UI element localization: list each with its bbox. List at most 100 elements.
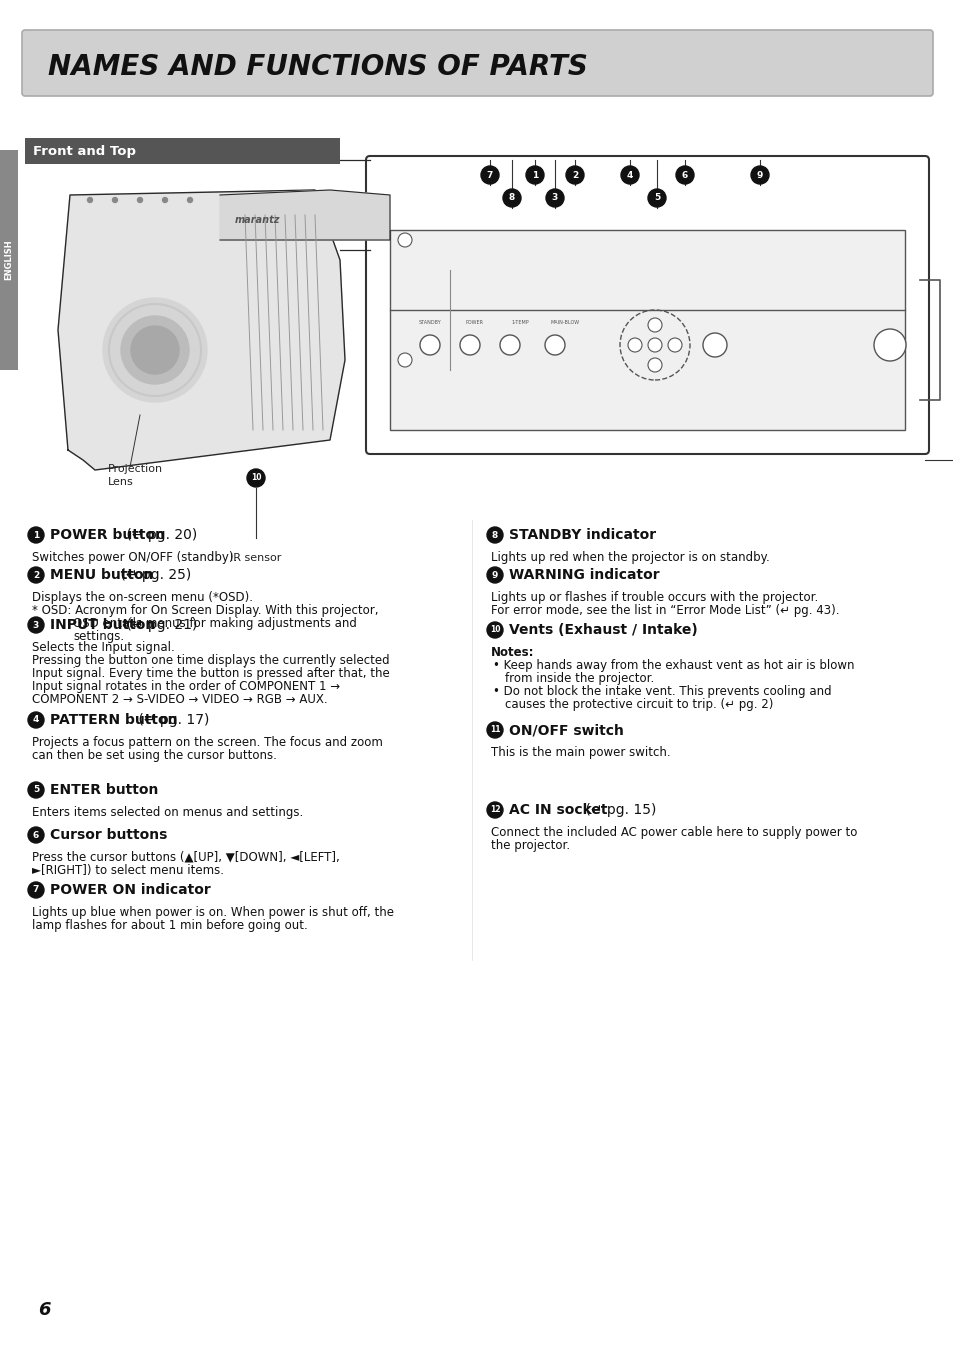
- Circle shape: [28, 827, 44, 843]
- Text: the projector.: the projector.: [491, 839, 570, 852]
- Text: 5: 5: [653, 193, 659, 203]
- Circle shape: [137, 197, 142, 203]
- Text: WARNING indicator: WARNING indicator: [509, 567, 659, 582]
- Text: Front and Top: Front and Top: [33, 146, 136, 158]
- Circle shape: [702, 332, 726, 357]
- Circle shape: [28, 712, 44, 728]
- Text: 6: 6: [32, 831, 39, 839]
- Text: POWER: POWER: [465, 320, 483, 326]
- Text: POWER ON indicator: POWER ON indicator: [50, 884, 211, 897]
- Text: STANDBY indicator: STANDBY indicator: [509, 528, 656, 542]
- Text: ENTER button: ENTER button: [50, 784, 158, 797]
- Circle shape: [545, 189, 563, 207]
- Circle shape: [647, 317, 661, 332]
- Text: COMPONENT 2 → S-VIDEO → VIDEO → RGB → AUX.: COMPONENT 2 → S-VIDEO → VIDEO → RGB → AU…: [32, 693, 327, 707]
- Text: ►[RIGHT]) to select menu items.: ►[RIGHT]) to select menu items.: [32, 865, 224, 877]
- Circle shape: [28, 617, 44, 634]
- Text: POWER button: POWER button: [50, 528, 165, 542]
- Circle shape: [162, 197, 168, 203]
- Text: 10: 10: [489, 626, 499, 635]
- Circle shape: [525, 166, 543, 184]
- Circle shape: [486, 567, 502, 584]
- Text: 4: 4: [32, 716, 39, 724]
- Circle shape: [499, 335, 519, 355]
- Circle shape: [88, 197, 92, 203]
- Text: • Keep hands away from the exhaust vent as hot air is blown: • Keep hands away from the exhaust vent …: [493, 659, 854, 671]
- Text: 9: 9: [756, 170, 762, 180]
- Circle shape: [397, 232, 412, 247]
- Text: 6: 6: [681, 170, 687, 180]
- Text: STANDBY: STANDBY: [418, 320, 441, 326]
- Text: 4: 4: [626, 170, 633, 180]
- Circle shape: [112, 197, 117, 203]
- Circle shape: [627, 338, 641, 353]
- Text: 3: 3: [551, 193, 558, 203]
- Circle shape: [247, 469, 265, 486]
- Circle shape: [544, 335, 564, 355]
- Bar: [390, 230, 904, 430]
- Text: (↵ pg. 25): (↵ pg. 25): [116, 567, 191, 582]
- Text: MAIN-BLOW: MAIN-BLOW: [550, 320, 579, 326]
- Circle shape: [486, 527, 502, 543]
- Text: Notes:: Notes:: [491, 646, 534, 659]
- Circle shape: [647, 358, 661, 372]
- Text: 3: 3: [32, 620, 39, 630]
- Text: 2: 2: [571, 170, 578, 180]
- Circle shape: [28, 567, 44, 584]
- Circle shape: [103, 299, 207, 403]
- Text: Lights up or flashes if trouble occurs with the projector.: Lights up or flashes if trouble occurs w…: [491, 590, 818, 604]
- Circle shape: [647, 189, 665, 207]
- Text: IR sensor: IR sensor: [230, 553, 281, 563]
- Circle shape: [750, 166, 768, 184]
- Text: 8: 8: [492, 531, 497, 539]
- Text: Enters items selected on menus and settings.: Enters items selected on menus and setti…: [32, 807, 303, 819]
- Text: For error mode, see the list in “Error Mode List” (↵ pg. 43).: For error mode, see the list in “Error M…: [491, 604, 839, 617]
- Circle shape: [480, 166, 498, 184]
- Text: • Do not block the intake vent. This prevents cooling and: • Do not block the intake vent. This pre…: [493, 685, 831, 698]
- Circle shape: [486, 621, 502, 638]
- Text: ENGLISH: ENGLISH: [5, 239, 13, 280]
- Text: Cursor buttons: Cursor buttons: [50, 828, 167, 842]
- Text: (↵ pg. 17): (↵ pg. 17): [133, 713, 209, 727]
- Text: 8: 8: [508, 193, 515, 203]
- Text: ON/OFF switch: ON/OFF switch: [509, 723, 623, 738]
- Text: lamp flashes for about 1 min before going out.: lamp flashes for about 1 min before goin…: [32, 919, 308, 932]
- Text: (↵ pg. 15): (↵ pg. 15): [580, 802, 656, 817]
- Text: Vents (Exhaust / Intake): Vents (Exhaust / Intake): [509, 623, 697, 638]
- Text: OSD entails menus for making adjustments and: OSD entails menus for making adjustments…: [73, 617, 356, 630]
- Text: 7: 7: [32, 885, 39, 894]
- Text: Pressing the button one time displays the currently selected: Pressing the button one time displays th…: [32, 654, 389, 667]
- Text: 2: 2: [32, 570, 39, 580]
- Text: 5: 5: [32, 785, 39, 794]
- Text: 1: 1: [32, 531, 39, 539]
- Circle shape: [502, 189, 520, 207]
- Text: causes the protective circuit to trip. (↵ pg. 2): causes the protective circuit to trip. (…: [504, 698, 773, 711]
- Text: (↵ pg. 21): (↵ pg. 21): [122, 617, 197, 632]
- Text: Press the cursor buttons (▲[UP], ▼[DOWN], ◄[LEFT],: Press the cursor buttons (▲[UP], ▼[DOWN]…: [32, 851, 339, 865]
- Text: AC IN socket: AC IN socket: [509, 802, 607, 817]
- Text: Switches power ON/OFF (standby).: Switches power ON/OFF (standby).: [32, 551, 237, 563]
- Circle shape: [647, 338, 661, 353]
- Text: settings.: settings.: [73, 630, 124, 643]
- Text: 9: 9: [492, 570, 497, 580]
- Text: * OSD: Acronym for On Screen Display. With this projector,: * OSD: Acronym for On Screen Display. Wi…: [32, 604, 378, 617]
- Text: Projection: Projection: [108, 463, 163, 474]
- Circle shape: [620, 166, 639, 184]
- Circle shape: [28, 527, 44, 543]
- Text: 1: 1: [532, 170, 537, 180]
- Circle shape: [459, 335, 479, 355]
- Circle shape: [486, 721, 502, 738]
- Text: INPUT button: INPUT button: [50, 617, 155, 632]
- Text: from inside the projector.: from inside the projector.: [504, 671, 654, 685]
- Text: 10: 10: [251, 473, 261, 482]
- Circle shape: [873, 330, 905, 361]
- Circle shape: [397, 353, 412, 367]
- Text: NAMES AND FUNCTIONS OF PARTS: NAMES AND FUNCTIONS OF PARTS: [48, 53, 587, 81]
- Circle shape: [676, 166, 693, 184]
- Text: Selects the Input signal.: Selects the Input signal.: [32, 640, 174, 654]
- Text: This is the main power switch.: This is the main power switch.: [491, 746, 670, 759]
- Polygon shape: [58, 190, 345, 470]
- Text: MENU button: MENU button: [50, 567, 153, 582]
- Bar: [0, 150, 18, 370]
- FancyBboxPatch shape: [366, 155, 928, 454]
